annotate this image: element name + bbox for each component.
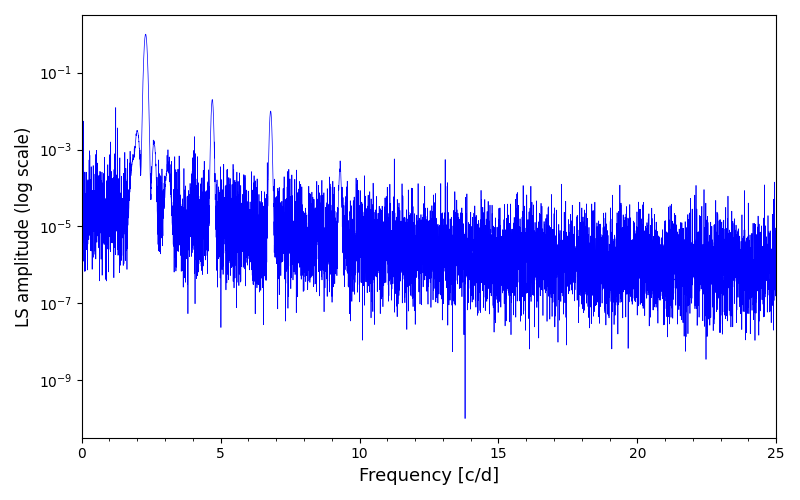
X-axis label: Frequency [c/d]: Frequency [c/d] (359, 467, 499, 485)
Y-axis label: LS amplitude (log scale): LS amplitude (log scale) (15, 126, 33, 326)
